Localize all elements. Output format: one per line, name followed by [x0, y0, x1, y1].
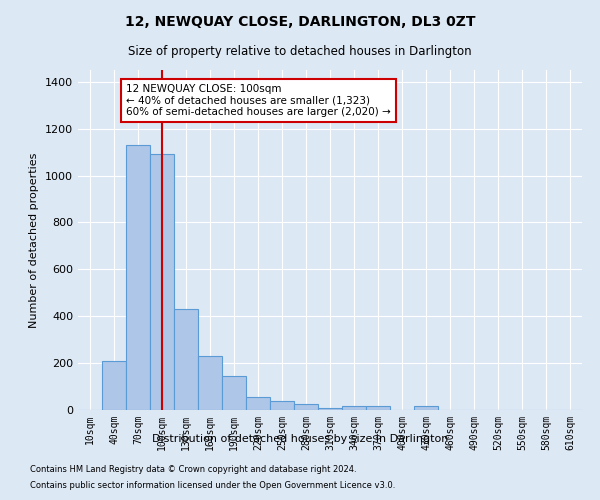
Bar [222, 376, 246, 410]
Text: 12, NEWQUAY CLOSE, DARLINGTON, DL3 0ZT: 12, NEWQUAY CLOSE, DARLINGTON, DL3 0ZT [125, 15, 475, 29]
Text: Distribution of detached houses by size in Darlington: Distribution of detached houses by size … [152, 434, 448, 444]
Bar [246, 397, 270, 410]
Bar [198, 356, 222, 410]
Text: Contains public sector information licensed under the Open Government Licence v3: Contains public sector information licen… [30, 480, 395, 490]
Bar [270, 400, 294, 410]
Text: Contains HM Land Registry data © Crown copyright and database right 2024.: Contains HM Land Registry data © Crown c… [30, 466, 356, 474]
Bar [318, 408, 342, 410]
Bar [150, 154, 174, 410]
Text: Size of property relative to detached houses in Darlington: Size of property relative to detached ho… [128, 45, 472, 58]
Bar [342, 406, 366, 410]
Bar [126, 145, 150, 410]
Bar [294, 404, 318, 410]
Bar [174, 309, 198, 410]
Bar [414, 406, 438, 410]
Bar [102, 361, 126, 410]
Y-axis label: Number of detached properties: Number of detached properties [29, 152, 40, 328]
Bar [366, 406, 390, 410]
Text: 12 NEWQUAY CLOSE: 100sqm
← 40% of detached houses are smaller (1,323)
60% of sem: 12 NEWQUAY CLOSE: 100sqm ← 40% of detach… [126, 84, 391, 117]
